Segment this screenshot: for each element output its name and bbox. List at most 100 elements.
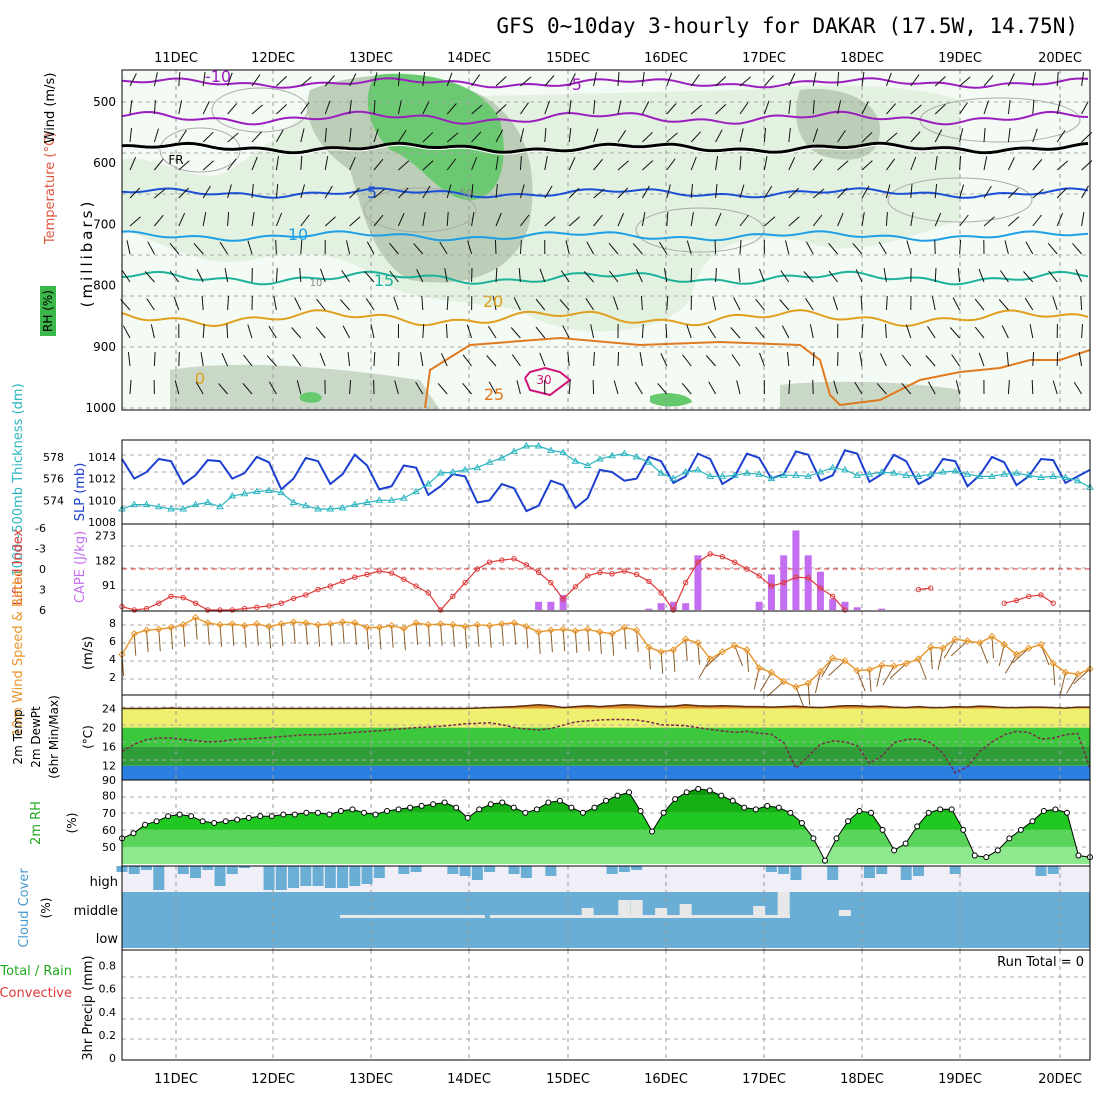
rh-point [961,827,966,832]
date-label-top: 16DEC [644,51,688,66]
rh-point [995,848,1000,853]
cloud-high-bar [447,866,458,874]
cape-bar [535,602,542,610]
rh-point [1030,819,1035,824]
wind10m-barb [999,645,1004,666]
rh-point [799,821,804,826]
cloud-high-bar [827,866,838,880]
panel-frame [122,440,1090,524]
cloud-high-bar [349,866,360,886]
rh-point [327,812,332,817]
precip-tick: 0.4 [99,1006,117,1019]
rh-point [189,814,194,819]
wind10m-barb [951,641,967,656]
rh-point [534,807,539,812]
precip-tick: 0.2 [99,1029,117,1042]
rh-point [742,805,747,810]
rh-point [776,805,781,810]
precip-total-label: Total / Rain [0,964,72,979]
date-label-bottom: 20DEC [1038,1072,1082,1087]
cloud-high-bar [362,866,373,884]
rh-point [258,814,263,819]
slp-line [122,450,1090,511]
date-label-bottom: 17DEC [742,1072,786,1087]
rh-point [627,790,632,795]
precip-tick: 0.8 [99,960,117,973]
cloud-high-bar [276,866,287,890]
rh-point [454,805,459,810]
wind10m-barb [699,659,710,678]
cape-bar [829,599,836,610]
cloud-high-bar [337,866,348,888]
rh-point [1007,836,1012,841]
precip-label: 3hr Precip (mm) [81,955,96,1060]
wind-barb [813,380,814,394]
li-tick: 6 [39,604,46,617]
rh-point [604,798,609,803]
rh-band [122,779,1090,796]
date-label-top: 18DEC [840,51,884,66]
wind10m-barb [1067,674,1078,693]
wind-barb [154,352,155,366]
rh-point [707,788,712,793]
rh-point [488,802,493,807]
level-tick-label: 900 [93,340,116,354]
rh-point [1064,810,1069,815]
cloud-high-bar [300,866,311,886]
cloud-high-bar [545,866,556,876]
temperature-label: Temperature (°C) [43,132,58,245]
cloud-label: Cloud Cover [17,868,32,948]
cloud-high-bar [190,866,201,878]
rh-point [857,809,862,814]
slp-tick: 1014 [88,451,116,464]
cape-bar [645,609,652,610]
rh-point [765,803,770,808]
cape-bar [768,574,775,610]
cloud-high-bar [521,866,532,878]
cloud-level-label: high [90,875,118,890]
rh-point [661,810,666,815]
isotherm-label: 10 [288,225,308,244]
rh-point [154,819,159,824]
rh-point [1041,809,1046,814]
rh-point [972,853,977,858]
cloud-high-bar [790,866,801,880]
li-tick: -3 [35,543,46,556]
wind10m-tick: 8 [109,617,116,630]
slp-tick: 1008 [88,516,116,529]
cloud-mid-gap [618,900,630,916]
rh-point [1053,807,1058,812]
date-label-top: 19DEC [938,51,982,66]
date-label-top: 17DEC [742,51,786,66]
rh-point [753,807,758,812]
minmax-label: (6hr Min/Max) [47,695,61,779]
rh-point [696,786,701,791]
cloud-level-label: middle [74,904,118,919]
cloud-high-bar [411,866,422,872]
cloud-mid-low [122,892,1090,948]
rh-point [442,800,447,805]
rh-point [304,810,309,815]
rh-point [269,814,274,819]
cloud-high-bar [607,866,618,874]
temp-tick: 24 [102,703,116,716]
cloud-high-bar [202,866,213,870]
wind10m-barb [767,682,783,697]
temp-tick: 20 [102,722,116,735]
isotherm-label: 20 [483,292,503,311]
rh-point [1076,853,1081,858]
rh-point [580,810,585,815]
wind10m-tick: 2 [109,671,116,684]
rh-point [684,790,689,795]
cloud-mid-gap [655,908,667,916]
wind-barb [618,352,619,366]
cloud-high-bar [484,866,495,872]
wind10m-barb [829,661,845,676]
cloud-mid-gap [340,915,485,918]
precip-tick: 0 [109,1052,116,1065]
rh-point [869,810,874,815]
cloud-high-bar [1048,866,1059,874]
cape-bar [878,609,885,610]
rh2m-label: 2m RH [29,801,44,845]
cape-tick: 182 [95,554,116,567]
